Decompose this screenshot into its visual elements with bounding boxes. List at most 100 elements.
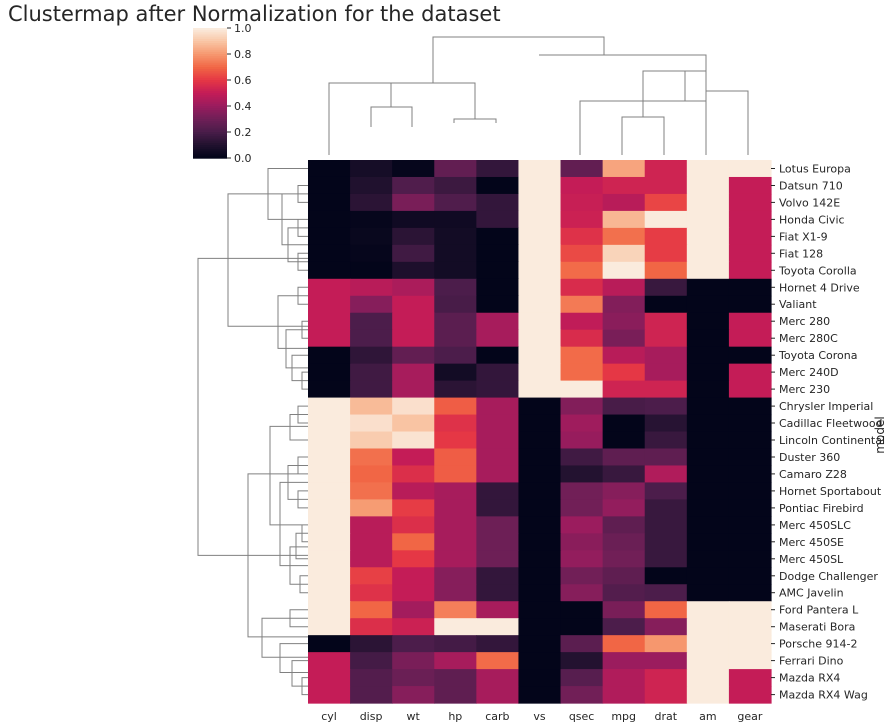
heatmap-cell (308, 346, 351, 365)
colorbar-segment (193, 151, 227, 155)
heatmap-cell (392, 244, 435, 263)
heatmap-cell (350, 635, 393, 653)
heatmap-cell (434, 346, 477, 365)
heatmap-cell (308, 601, 351, 619)
column-label: carb (485, 710, 509, 723)
colorbar-segment (193, 134, 227, 138)
heatmap-cell (602, 465, 646, 484)
heatmap-cell (350, 584, 393, 602)
heatmap-cell (308, 533, 351, 551)
heatmap-cell (350, 414, 393, 433)
colorbar-segment (193, 103, 227, 107)
heatmap-cell (434, 160, 477, 178)
heatmap-cell (560, 193, 604, 212)
row-label: Merc 240D (779, 366, 839, 379)
heatmap-cell (728, 516, 772, 534)
heatmap-cell (602, 669, 646, 687)
heatmap-cell (350, 329, 393, 348)
colorbar-segment (193, 95, 227, 99)
heatmap-cell (560, 210, 604, 229)
colorbar-segment (193, 34, 227, 38)
heatmap-cell (308, 499, 351, 517)
heatmap-cell (350, 244, 393, 263)
heatmap-cell (392, 210, 435, 229)
heatmap-cell (392, 652, 435, 670)
heatmap-cell (686, 312, 730, 331)
heatmap-cell (476, 295, 520, 314)
heatmap-cell (434, 397, 477, 416)
colorbar-segment (193, 30, 227, 34)
heatmap-cell (644, 397, 688, 416)
heatmap-cell (518, 635, 562, 653)
heatmap-cell (434, 618, 477, 636)
heatmap-cell (518, 584, 562, 602)
heatmap-cell (602, 482, 646, 500)
heatmap-cell (434, 669, 477, 687)
heatmap-cell (686, 431, 730, 450)
colorbar-tick-label: 0.8 (234, 48, 252, 61)
heatmap-cell (560, 397, 604, 416)
heatmap-cell (686, 210, 730, 229)
heatmap-cell (434, 550, 477, 568)
heatmap-cell (518, 652, 562, 670)
heatmap-cell (518, 550, 562, 568)
colorbar-segment (193, 101, 227, 105)
colorbar-segment (193, 80, 227, 83)
heatmap-cell (434, 482, 477, 500)
heatmap-cell (476, 278, 520, 297)
heatmap-cell (392, 465, 435, 484)
heatmap-cell (728, 567, 772, 585)
heatmap-cell (602, 193, 646, 212)
y-axis-label: model (873, 416, 887, 453)
heatmap-cell (392, 295, 435, 314)
heatmap-cell (728, 278, 772, 297)
colorbar-segment (193, 136, 227, 140)
heatmap-cell (518, 414, 562, 433)
column-label: hp (448, 710, 462, 723)
heatmap-cell (560, 312, 604, 331)
heatmap-cell (350, 465, 393, 484)
row-label: Merc 450SLC (779, 519, 851, 532)
colorbar-segment (193, 86, 227, 90)
heatmap-cell (728, 193, 772, 212)
colorbar-segment (193, 97, 227, 101)
heatmap-cell (434, 278, 477, 297)
heatmap-cell (434, 261, 477, 280)
heatmap-cell (476, 482, 520, 500)
heatmap-cell (434, 227, 477, 246)
column-tick-labels: cyl disp wt hp carb vs qsec mpg drat am gear (321, 710, 763, 723)
heatmap-cell (476, 499, 520, 517)
row-label: AMC Javelin (779, 587, 844, 600)
heatmap-cell (476, 346, 520, 365)
heatmap-cell (476, 550, 520, 568)
row-label: Valiant (779, 298, 817, 311)
heatmap-cell (518, 397, 562, 416)
heatmap-cell (518, 618, 562, 636)
heatmap-cell (644, 669, 688, 687)
column-dendrogram (328, 36, 749, 155)
heatmap-cell (476, 160, 520, 178)
column-label: mpg (611, 710, 636, 723)
heatmap-cell (644, 227, 688, 246)
row-label: Toyota Corona (778, 349, 858, 362)
heatmap-cell (476, 363, 520, 382)
heatmap-cell (434, 414, 477, 433)
heatmap-cell (476, 465, 520, 484)
heatmap-cell (644, 618, 688, 636)
colorbar-segment (193, 99, 227, 103)
heatmap-cell (392, 261, 435, 280)
heatmap-cell (686, 329, 730, 348)
colorbar-segment (193, 112, 227, 116)
heatmap-cell (308, 295, 351, 314)
heatmap-cell (308, 618, 351, 636)
heatmap-cell (644, 278, 688, 297)
heatmap-cell (686, 397, 730, 416)
heatmap-cell (350, 431, 393, 450)
heatmap-cell (308, 482, 351, 500)
heatmap-cell (602, 278, 646, 297)
colorbar-segment (193, 75, 227, 79)
heatmap-cell (434, 210, 477, 229)
colorbar-segment (193, 54, 227, 57)
heatmap-cell (560, 380, 604, 399)
heatmap-cell (686, 482, 730, 500)
